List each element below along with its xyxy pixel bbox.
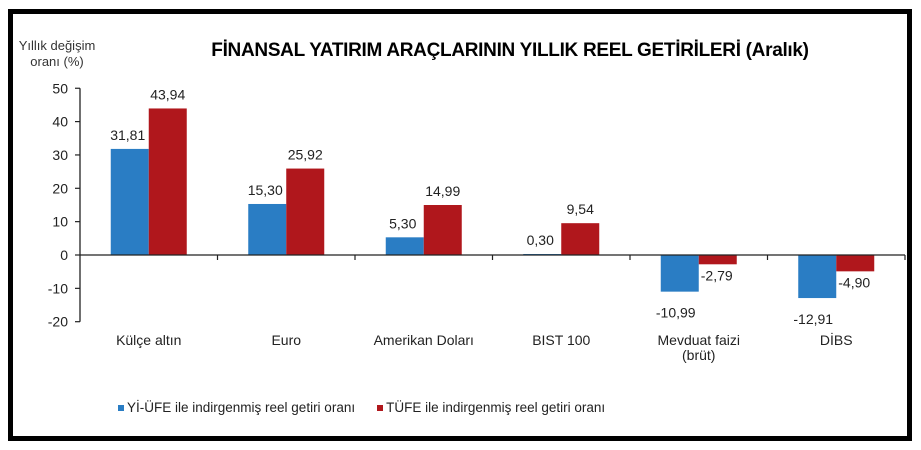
y-tick-label: -10 bbox=[48, 280, 68, 296]
data-label: 9,54 bbox=[567, 201, 594, 217]
data-label: -4,90 bbox=[838, 274, 870, 290]
legend-label-tufe: TÜFE ile indirgenmiş reel getiri oranı bbox=[386, 400, 606, 415]
y-axis-title-line-2: oranı (%) bbox=[30, 54, 84, 69]
legend: Yİ-ÜFE ile indirgenmiş reel getiri oranı… bbox=[118, 400, 605, 415]
y-tick-label: -20 bbox=[48, 314, 68, 330]
bar bbox=[423, 205, 462, 255]
bar bbox=[110, 148, 149, 255]
legend-swatch-blue bbox=[118, 404, 124, 411]
legend-item-yi-ufe: Yİ-ÜFE ile indirgenmiş reel getiri oranı bbox=[118, 400, 355, 415]
data-label: -12,91 bbox=[793, 311, 833, 327]
y-axis-title: Yıllık değişim oranı (%) bbox=[14, 38, 100, 70]
category-label: BIST 100 bbox=[532, 332, 590, 348]
category-label: Külçe altın bbox=[116, 332, 181, 348]
category-label: (brüt) bbox=[682, 347, 715, 363]
data-label: 5,30 bbox=[389, 215, 416, 231]
bar bbox=[798, 255, 837, 299]
data-label: 14,99 bbox=[425, 183, 460, 199]
bar bbox=[561, 223, 600, 255]
y-tick-label: 40 bbox=[52, 114, 68, 130]
data-label: -10,99 bbox=[656, 305, 696, 321]
y-tick-label: 20 bbox=[52, 180, 68, 196]
y-tick-label: 0 bbox=[60, 247, 68, 263]
bar bbox=[286, 168, 325, 255]
data-label: 43,94 bbox=[150, 86, 185, 102]
legend-item-tufe: TÜFE ile indirgenmiş reel getiri oranı bbox=[377, 400, 605, 415]
data-label: -2,79 bbox=[701, 267, 733, 283]
category-label: Euro bbox=[271, 332, 301, 348]
chart-title: FİNANSAL YATIRIM ARAÇLARININ YILLIK REEL… bbox=[211, 40, 809, 61]
y-tick-label: 10 bbox=[52, 214, 68, 230]
bar bbox=[660, 255, 699, 292]
bar bbox=[385, 237, 424, 255]
bar bbox=[148, 108, 187, 255]
bar bbox=[698, 255, 737, 265]
category-label: Mevduat faizi bbox=[658, 332, 740, 348]
data-label: 31,81 bbox=[110, 127, 145, 143]
category-label: Amerikan Doları bbox=[374, 332, 474, 348]
y-tick-label: 50 bbox=[52, 80, 68, 96]
bar bbox=[248, 203, 287, 255]
legend-label-yi-ufe: Yİ-ÜFE ile indirgenmiş reel getiri oranı bbox=[127, 400, 356, 415]
y-axis-title-line-1: Yıllık değişim bbox=[18, 38, 96, 53]
data-label: 15,30 bbox=[248, 182, 283, 198]
data-label: 25,92 bbox=[288, 147, 323, 163]
bar bbox=[836, 255, 875, 272]
category-label: DİBS bbox=[820, 331, 853, 348]
y-tick-label: 30 bbox=[52, 147, 68, 163]
legend-swatch-red bbox=[377, 404, 384, 411]
data-label: 0,30 bbox=[527, 232, 554, 248]
